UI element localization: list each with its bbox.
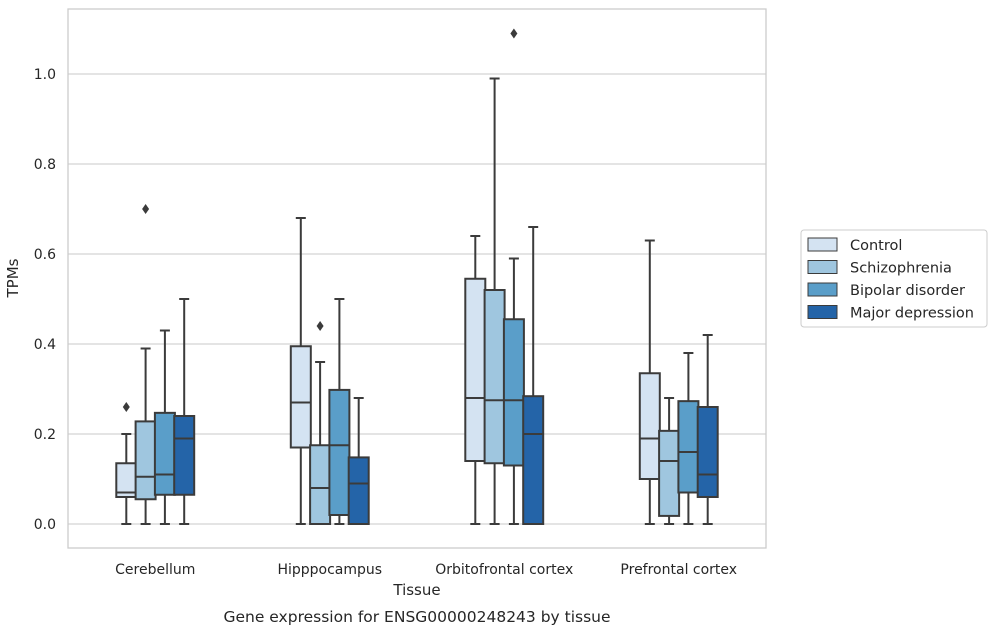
box-body	[522, 395, 545, 526]
box-groups	[115, 28, 719, 526]
legend-swatch	[807, 260, 838, 274]
box	[347, 397, 370, 525]
box	[289, 217, 312, 525]
legend-label: Major depression	[850, 306, 974, 322]
x-tick-label: Hipppocampus	[277, 562, 382, 578]
box	[173, 298, 196, 525]
x-tick-label: Prefrontal cortex	[620, 562, 737, 578]
box	[696, 334, 719, 525]
box-body	[464, 277, 487, 462]
box-body	[658, 429, 681, 517]
legend-item: Bipolar disorder	[807, 282, 965, 299]
legend-item: Major depression	[807, 305, 974, 322]
legend-item: Control	[807, 237, 902, 254]
y-tick-label: 0.6	[34, 247, 56, 263]
box	[677, 352, 700, 525]
box-group-0	[115, 204, 196, 525]
legend-item: Schizophrenia	[807, 260, 952, 277]
y-tick-label: 0.2	[34, 427, 56, 443]
box	[483, 77, 506, 525]
legend-label: Control	[850, 238, 902, 254]
x-axis-label: Tissue	[392, 581, 440, 599]
plot-area-frame	[67, 8, 767, 549]
box-body	[153, 411, 176, 496]
box-body	[502, 318, 525, 467]
box-group-3	[638, 239, 719, 525]
box	[309, 321, 332, 525]
box	[134, 204, 157, 525]
y-tick-label: 1.0	[34, 67, 56, 83]
y-tick-label: 0.8	[34, 157, 56, 173]
box	[638, 239, 661, 525]
box-body	[134, 420, 157, 501]
box	[115, 402, 138, 525]
y-tick-label: 0.4	[34, 337, 56, 353]
legend-label: Schizophrenia	[850, 261, 952, 277]
box	[658, 397, 681, 525]
box-body	[173, 415, 196, 496]
y-tick-label: 0.0	[34, 517, 56, 533]
outlier-point	[316, 321, 324, 331]
y-axis-label: TPMs	[4, 258, 22, 298]
legend: Control Schizophrenia Bipolar disorder Majo…	[800, 229, 988, 328]
box-body	[347, 456, 370, 525]
outlier-point	[122, 402, 130, 412]
outlier-point	[510, 28, 518, 39]
legend-label: Bipolar disorder	[850, 283, 965, 299]
legend-swatch	[807, 282, 838, 297]
box-body	[638, 372, 661, 480]
legend-swatch	[807, 305, 838, 319]
box-body	[328, 388, 351, 516]
box-body	[289, 345, 312, 449]
box-body	[309, 444, 332, 525]
outlier-point	[142, 204, 150, 214]
box	[522, 226, 545, 526]
y-tick-labels: 0.0 0.2 0.4 0.6 0.8 1.0	[34, 67, 56, 533]
box-group-2	[464, 28, 545, 526]
x-tick-label: Orbitofrontal cortex	[435, 562, 573, 578]
legend-frame	[800, 229, 988, 328]
box	[464, 235, 487, 525]
legend-swatch	[807, 237, 838, 252]
box-body	[483, 289, 506, 465]
box-body	[696, 406, 719, 498]
box	[328, 298, 351, 525]
box	[502, 28, 525, 525]
box-group-1	[289, 217, 370, 525]
figure-caption: Gene expression for ENSG00000248243 by t…	[223, 608, 610, 626]
box	[153, 329, 176, 525]
x-tick-labels: Cerebellum Hipppocampus Orbitofrontal cort…	[115, 562, 737, 578]
box-body	[677, 400, 700, 494]
x-tick-label: Cerebellum	[115, 562, 195, 578]
